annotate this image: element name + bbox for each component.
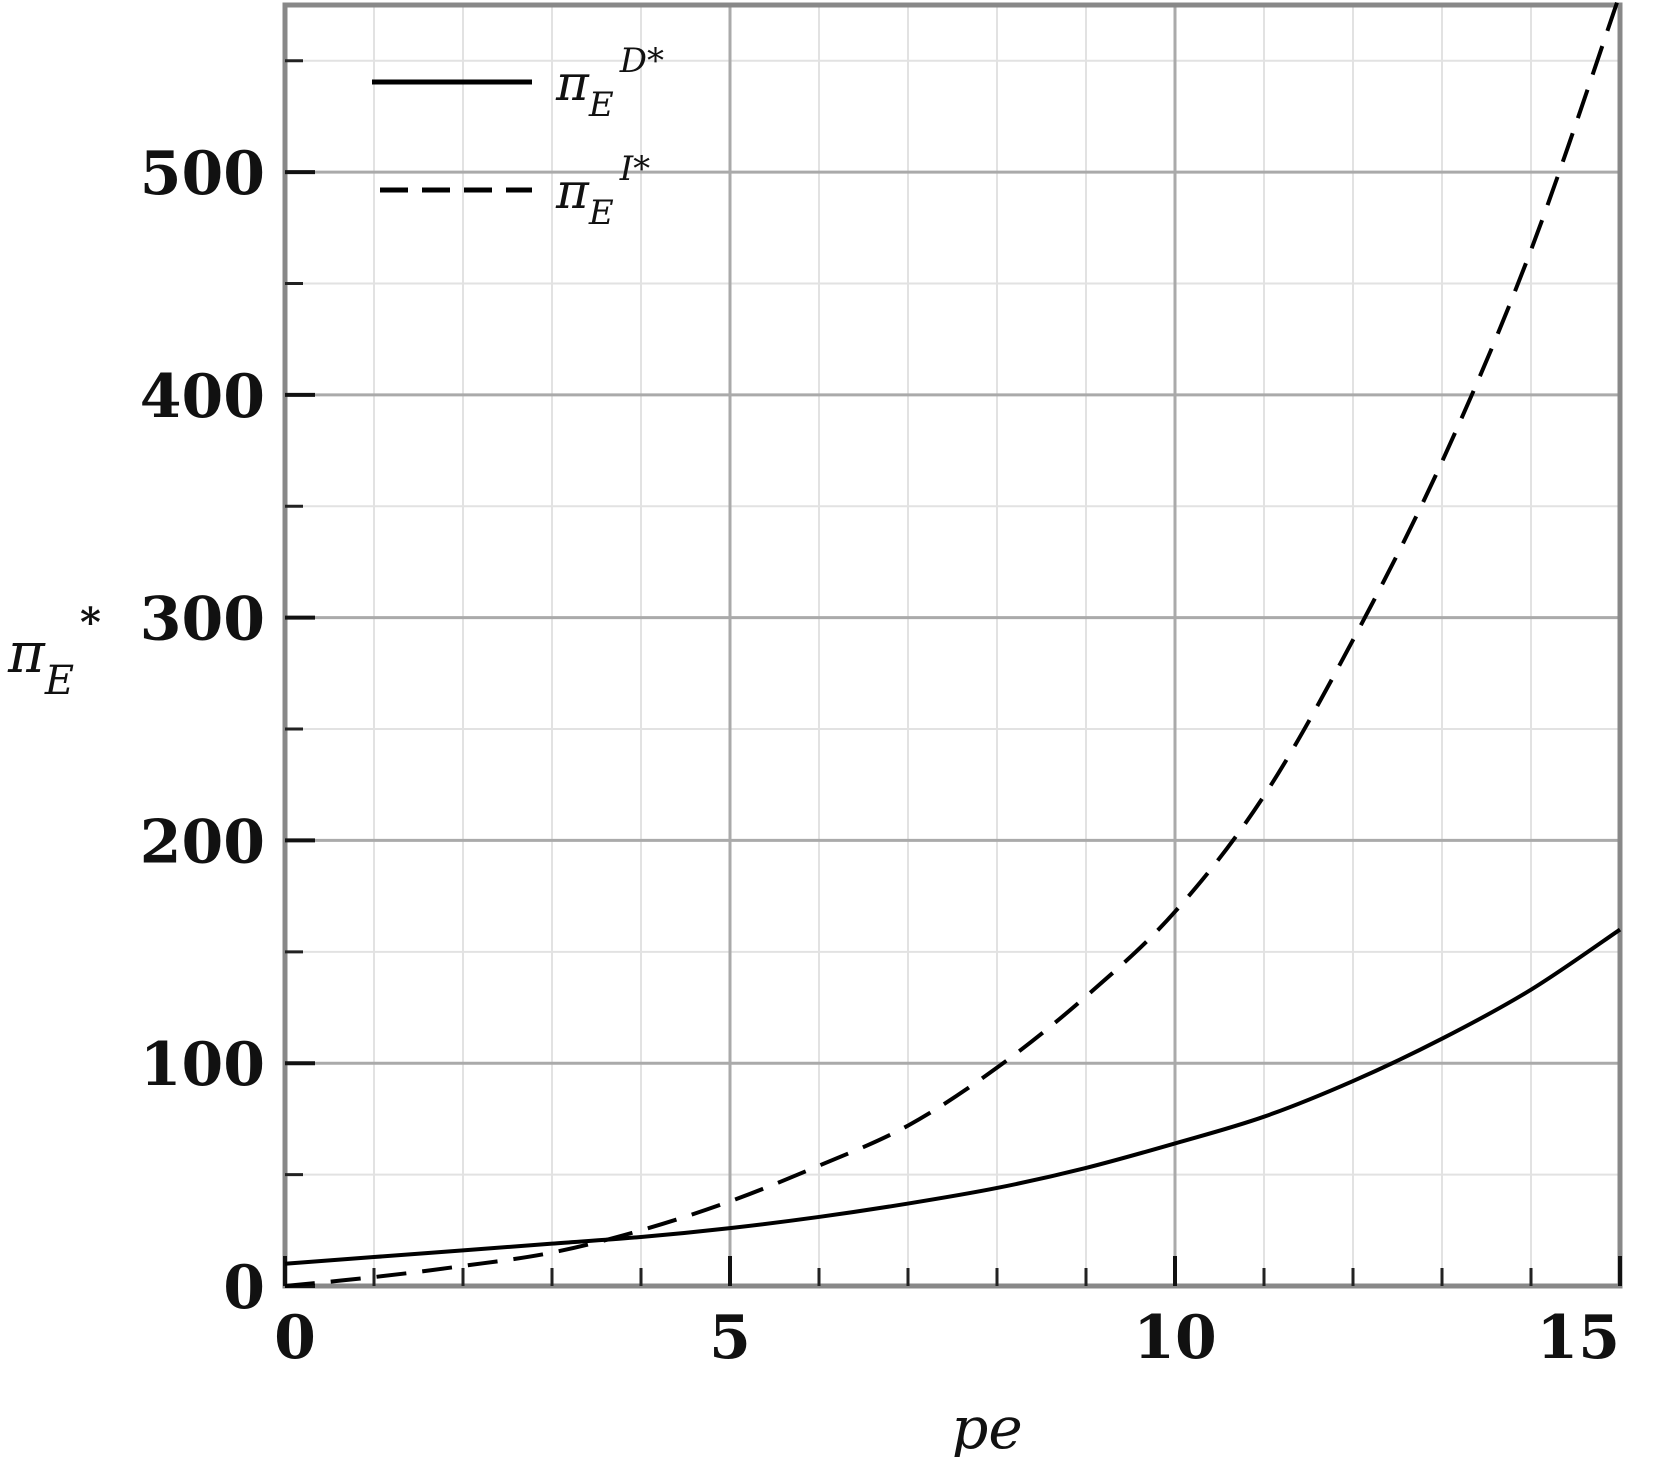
plot-frame [282,2,1623,1289]
series-layer [284,0,1622,1288]
y-axis-title-subscript: E [44,658,74,704]
x-tick-label: 0 [274,1303,316,1373]
legend: πED* πEI* [372,41,664,233]
legend-label-pi-e-i-sup: I* [619,149,650,189]
x-tick-label: 15 [1537,1303,1621,1373]
legend-label-pi-e-d-sub: E [588,85,614,125]
legend-label-pi-e-d: πED* [555,41,664,125]
series-line-pi-e-i [284,0,1621,1288]
legend-label-pi-e-i-base: π [555,162,590,220]
y-axis-title: πE* [7,599,101,704]
minor-gridlines [285,5,1620,1286]
y-tick-label: 0 [223,1253,265,1323]
x-tick-label: 5 [709,1303,751,1373]
legend-label-pi-e-d-base: π [555,54,590,112]
axis-ticks [283,59,1622,1288]
y-tick-label: 200 [140,807,265,877]
legend-label-pi-e-d-sup: D* [619,41,664,81]
y-tick-label: 400 [140,362,265,432]
series-line-pi-e-d [284,927,1622,1266]
y-tick-label: 300 [140,585,265,655]
y-axis-title-superscript: * [80,599,101,646]
x-tick-labels: 0 5 10 15 [274,1303,1620,1373]
major-gridlines [285,5,1620,1286]
y-tick-label: 500 [140,139,265,209]
legend-label-pi-e-i-sub: E [588,193,614,233]
y-axis-title-base: π [7,621,46,686]
y-tick-label: 100 [140,1030,265,1100]
legend-label-pi-e-i: πEI* [555,149,650,233]
y-tick-labels: 0 100 200 300 400 500 [140,139,265,1323]
x-tick-label: 10 [1133,1303,1217,1373]
x-axis-title: pe [951,1394,1022,1457]
